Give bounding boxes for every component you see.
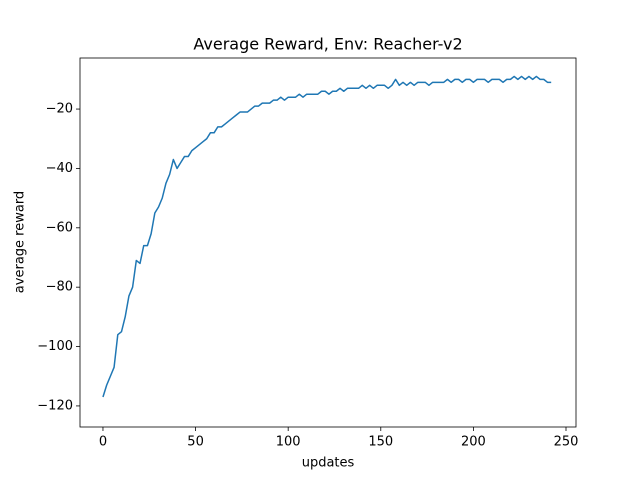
x-tick-label: 100 xyxy=(276,435,301,450)
plot-frame xyxy=(79,57,577,428)
y-tick-label: −120 xyxy=(37,398,73,413)
line-series xyxy=(102,75,552,398)
x-axis-label: updates xyxy=(302,456,355,471)
x-tick-label: 50 xyxy=(187,435,204,450)
y-tick-label: −100 xyxy=(37,339,73,354)
y-tick-label: −60 xyxy=(46,220,73,235)
chart-title: Average Reward, Env: Reacher-v2 xyxy=(193,35,462,54)
y-tick-label: −80 xyxy=(46,280,73,295)
y-axis-label: average reward xyxy=(13,191,28,293)
x-tick-label: 150 xyxy=(368,435,393,450)
x-tick-label: 0 xyxy=(99,435,107,450)
y-tick-label: −40 xyxy=(46,161,73,176)
x-tick-label: 250 xyxy=(554,435,579,450)
y-tick-label: −20 xyxy=(46,102,73,117)
x-tick-label: 200 xyxy=(461,435,486,450)
